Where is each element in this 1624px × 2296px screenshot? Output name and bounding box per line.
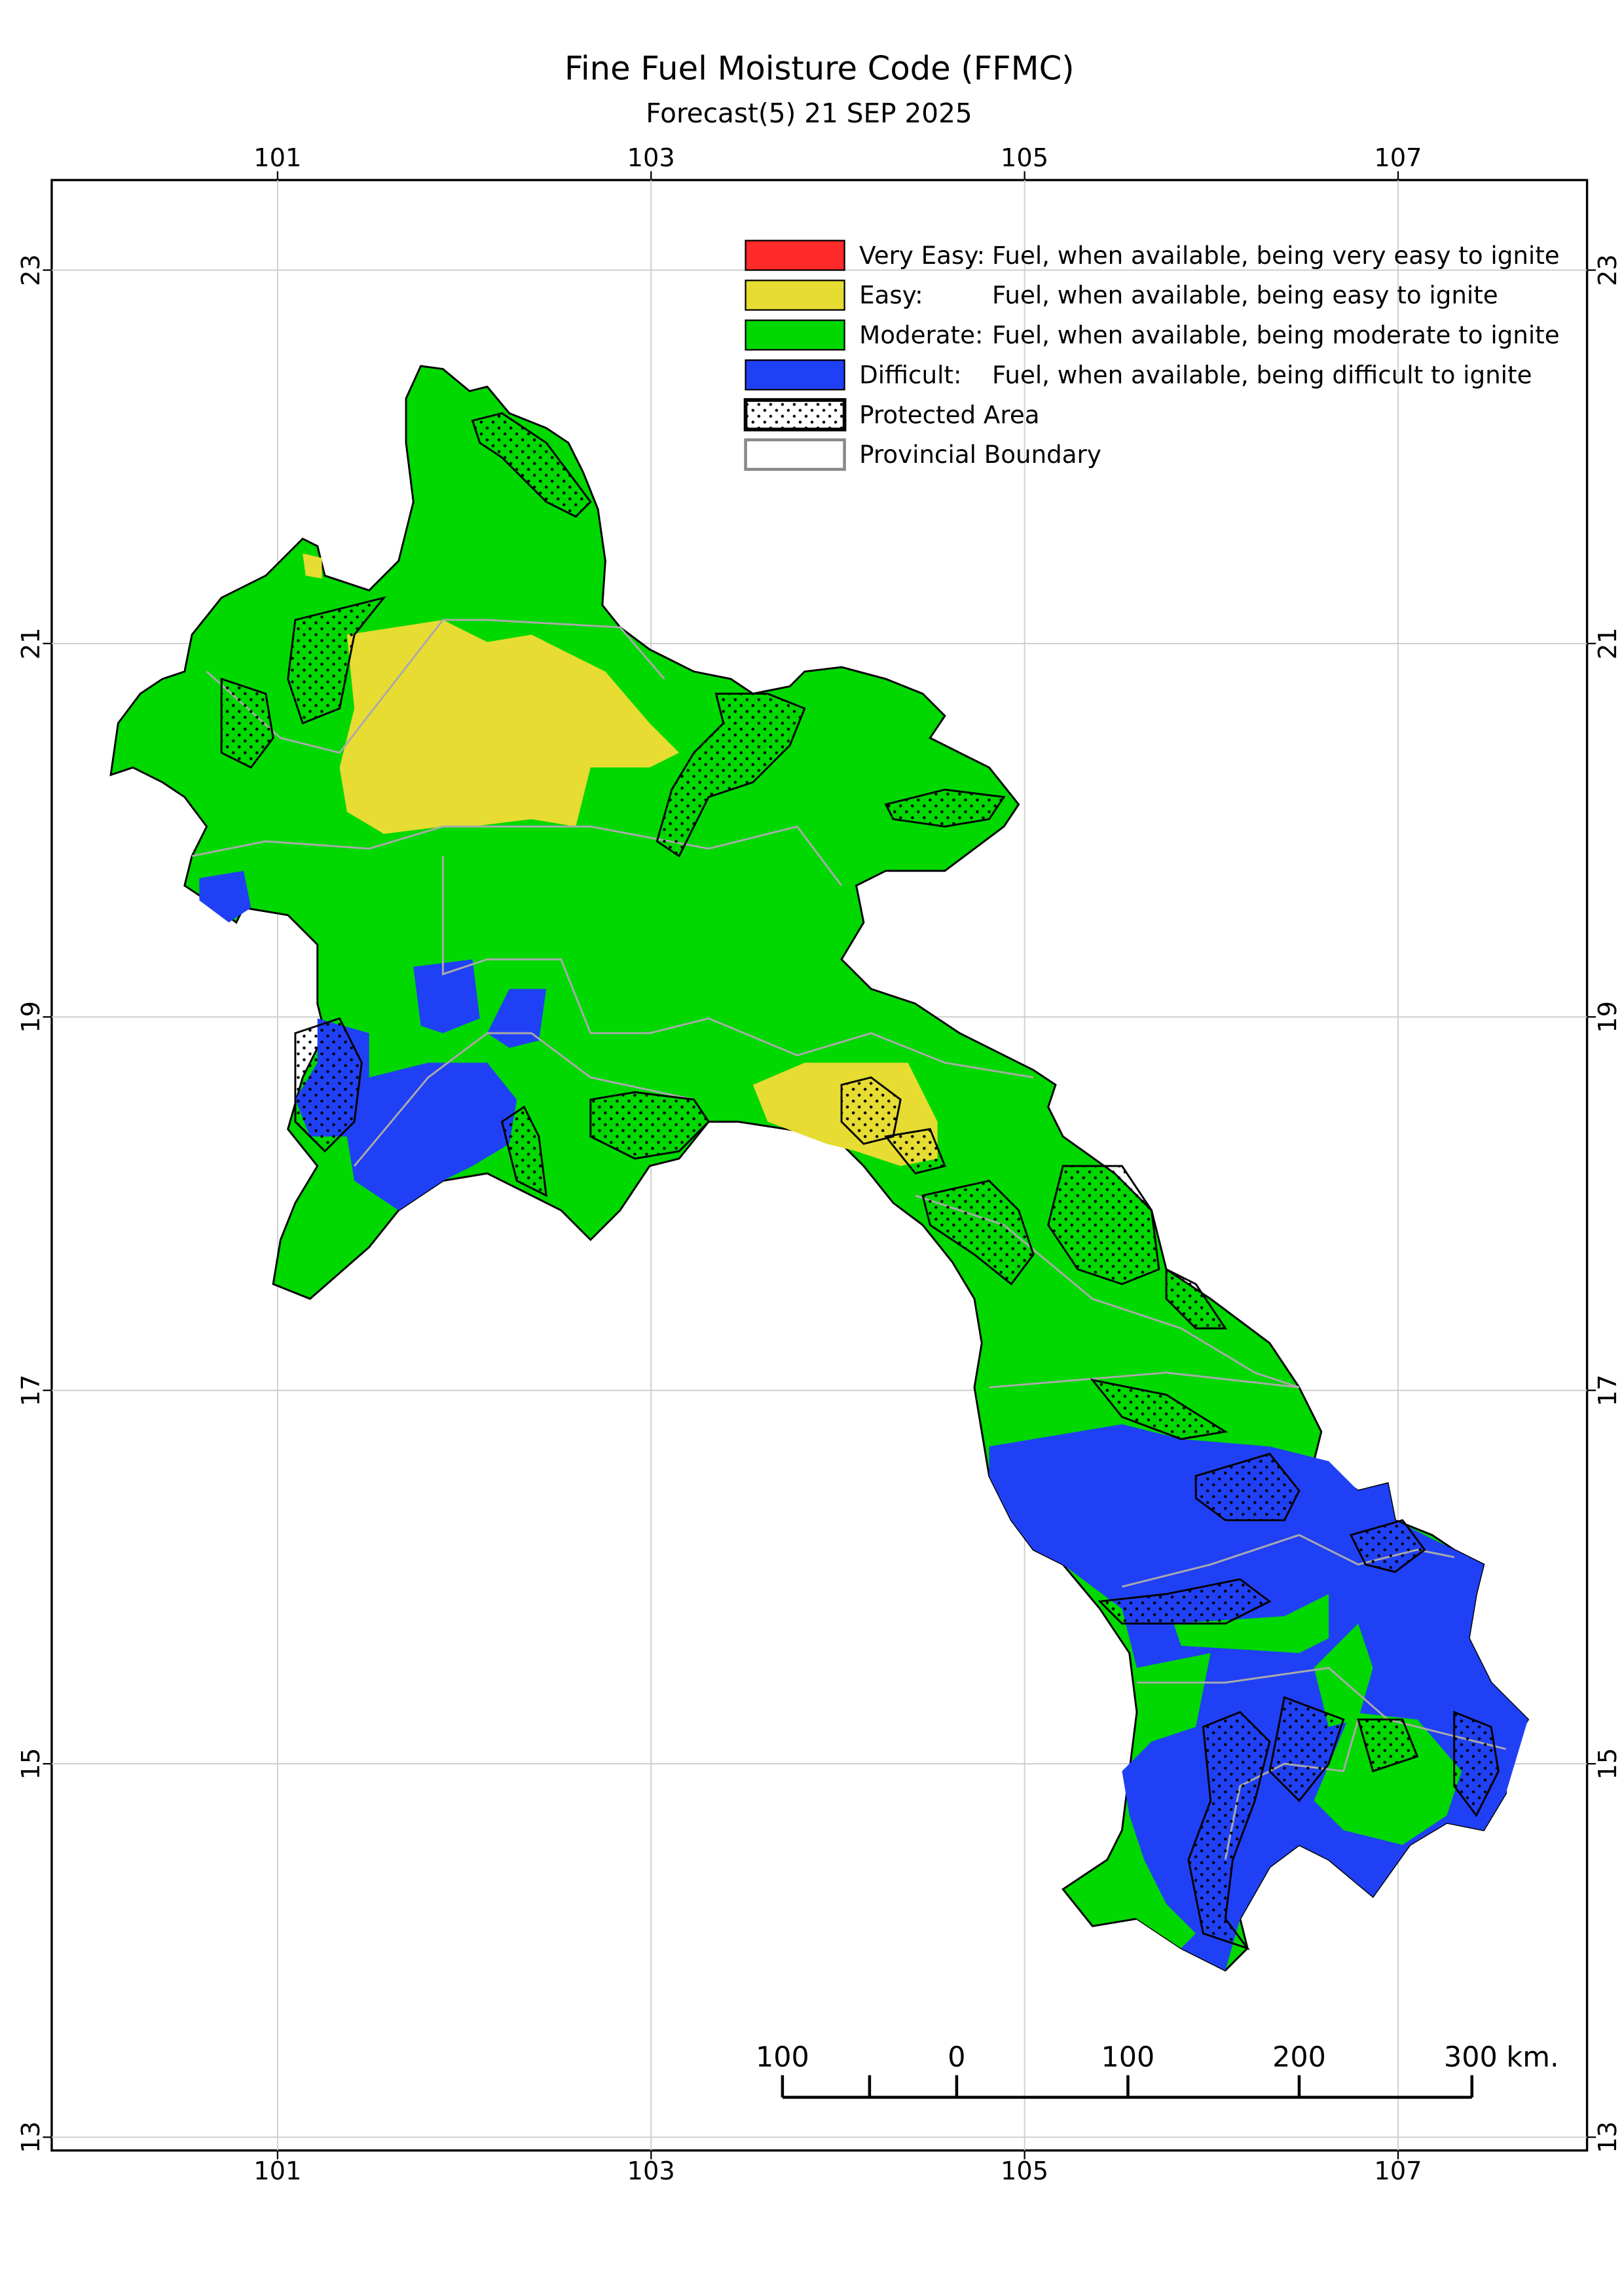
protected-area [1268,1696,1345,1802]
protected-area [1349,1519,1426,1573]
legend-label: Provincial Boundary [859,440,1101,469]
protected-area [921,1179,1035,1286]
legend-label: Protected Area [859,400,1039,429]
legend-label: Very Easy: [859,241,985,270]
scale-label: 200 [1272,2041,1326,2073]
protected-area [1047,1165,1160,1285]
protected-area [220,678,274,769]
legend-swatch [745,319,845,351]
protected-area [884,788,1006,828]
protected-area [1098,1578,1272,1625]
provincial-boundary [191,825,843,886]
lat-tick-label: 13 [16,2121,46,2153]
lon-tick-label: 107 [1374,143,1422,173]
legend-description: Fuel, when available, being moderate to … [992,321,1560,350]
moderate-area [1092,1859,1196,1948]
lon-tick-label: 101 [253,2157,301,2186]
protected-area [1453,1710,1500,1817]
legend-label: Difficult: [859,360,961,389]
lat-tick-label: 19 [1593,1001,1623,1033]
lon-tick-label: 107 [1374,2157,1422,2186]
lon-tick-label: 103 [627,143,675,173]
lat-tick-label: 15 [1593,1748,1623,1780]
provincial-boundary [1136,1666,1506,1750]
provincial-boundary [353,1032,694,1167]
lat-tick-label: 17 [16,1374,46,1406]
legend-label: Easy: [859,281,923,310]
legend-description: Fuel, when available, being very easy to… [992,241,1560,270]
protected-areas [220,412,1500,1950]
legend-description: Fuel, when available, being easy to igni… [992,281,1498,310]
lat-tick-label: 21 [16,628,46,660]
protected-area [884,1128,946,1175]
protected-area [1090,1378,1228,1440]
legend-description: Fuel, when available, being difficult to… [992,360,1532,389]
scale-label: 0 [948,2041,965,2073]
lat-tick-label: 17 [1593,1374,1623,1406]
scale-bar: 100 0 100 200 300 km. [756,2041,1559,2099]
protected-area [1187,1711,1271,1950]
provincial-boundary [989,1372,1300,1389]
protected-area [1194,1452,1301,1522]
scale-label: 100 [756,2041,809,2073]
easy-area [303,553,322,579]
scale-label: 100 [1101,2041,1155,2073]
provincial-boundary [441,856,1034,1079]
legend-label: Moderate: [859,321,983,350]
protected-area [294,1017,363,1153]
protected-area [589,1091,710,1160]
provincial-boundary [206,619,665,754]
legend-swatch [745,240,845,271]
map-subtitle: Forecast(5) 21 SEP 2025 [646,98,972,129]
lat-tick-label: 15 [16,1748,46,1780]
lat-tick-label: 21 [1593,628,1623,660]
protected-area [471,412,592,518]
protected-area [1357,1718,1419,1773]
moderate-area [1173,1594,1329,1653]
lon-tick-label: 101 [253,143,301,173]
lon-tick-label: 103 [627,2157,675,2186]
moderate-area [1314,1623,1373,1727]
difficult-area [413,959,480,1034]
lat-tick-label: 13 [1593,2121,1623,2153]
lon-tick-label: 105 [1001,143,1048,173]
easy-area [339,619,680,834]
lat-tick-label: 19 [16,1001,46,1033]
lat-tick-label: 23 [1593,254,1623,286]
legend-swatch [745,359,845,391]
difficult-area [199,871,251,923]
protected-area [655,693,806,858]
legend: Very Easy: Fuel, when available, being ve… [743,240,1560,471]
protected-area [1165,1267,1227,1330]
protected-area [500,1105,547,1197]
protected-area [287,596,387,725]
scale-label: 300 km. [1444,2041,1559,2073]
map-title: Fine Fuel Moisture Code (FFMC) [564,50,1075,88]
legend-swatch [743,398,847,431]
legend-swatch [744,438,846,471]
legend-swatch [745,280,845,311]
lon-tick-label: 105 [1001,2157,1048,2186]
lat-tick-label: 23 [16,254,46,286]
